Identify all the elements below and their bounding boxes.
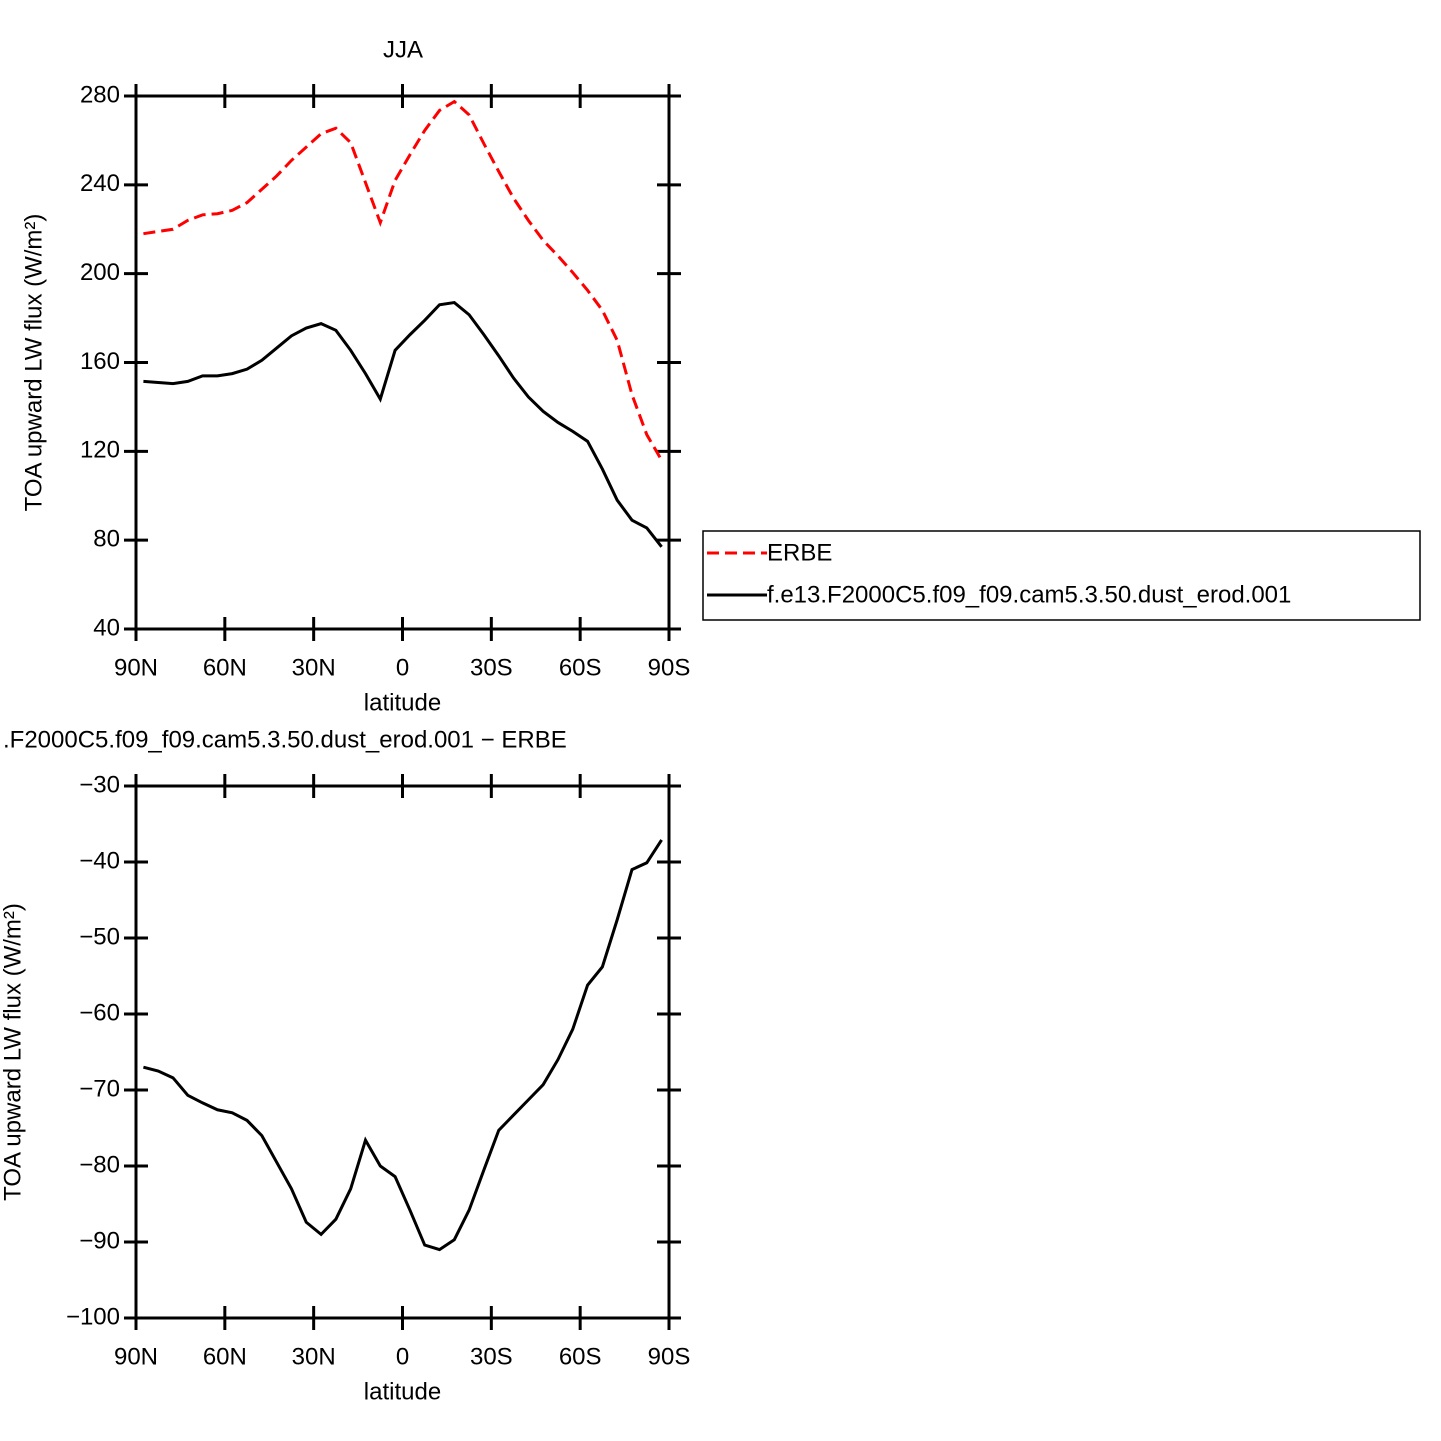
x-tick-label: 60S: [559, 654, 602, 681]
y-tick-label: −90: [79, 1227, 120, 1254]
x-tick-label: 30S: [470, 654, 513, 681]
x-tick-label: 90S: [648, 1343, 691, 1370]
y-axis-label: TOA upward LW flux (W/m²): [20, 214, 47, 512]
y-tick-label: −50: [79, 923, 120, 950]
x-tick-label: 30N: [292, 1343, 336, 1370]
x-tick-label: 0: [396, 654, 409, 681]
y-tick-label: 240: [80, 170, 120, 197]
legend-label: ERBE: [767, 539, 832, 566]
x-tick-label: 60N: [203, 654, 247, 681]
x-tick-label: 30N: [292, 654, 336, 681]
y-tick-label: −80: [79, 1151, 120, 1178]
x-tick-label: 90N: [114, 654, 158, 681]
data-line: [143, 839, 663, 1252]
x-tick-label: 90S: [648, 654, 691, 681]
y-tick-label: 200: [80, 259, 120, 286]
x-tick-label: 90N: [114, 1343, 158, 1370]
y-tick-label: 80: [93, 526, 120, 553]
x-tick-label: 30S: [470, 1343, 513, 1370]
x-axis-label: latitude: [364, 689, 441, 716]
y-tick-label: −30: [79, 771, 120, 798]
plot-frame: [134, 784, 671, 1320]
legend-box: [702, 530, 1421, 621]
y-tick-label: −70: [79, 1075, 120, 1102]
x-tick-label: 0: [396, 1343, 409, 1370]
y-tick-label: 160: [80, 348, 120, 375]
y-axis-label: TOA upward LW flux (W/m²): [0, 903, 26, 1201]
y-tick-label: 120: [80, 437, 120, 464]
data-line: [143, 300, 663, 548]
y-tick-label: 280: [80, 81, 120, 108]
chart-title: JJA: [383, 36, 423, 63]
plot-frame: [134, 94, 671, 631]
y-tick-label: −60: [79, 999, 120, 1026]
chart-title: .F2000C5.f09_f09.cam5.3.50.dust_erod.001…: [3, 726, 567, 753]
legend-label: f.e13.F2000C5.f09_f09.cam5.3.50.dust_ero…: [767, 581, 1291, 608]
x-axis-label: latitude: [364, 1378, 441, 1405]
y-tick-label: −100: [66, 1303, 120, 1330]
y-tick-label: 40: [93, 614, 120, 641]
x-tick-label: 60N: [203, 1343, 247, 1370]
data-line: [143, 99, 663, 461]
y-tick-label: −40: [79, 847, 120, 874]
x-tick-label: 60S: [559, 1343, 602, 1370]
